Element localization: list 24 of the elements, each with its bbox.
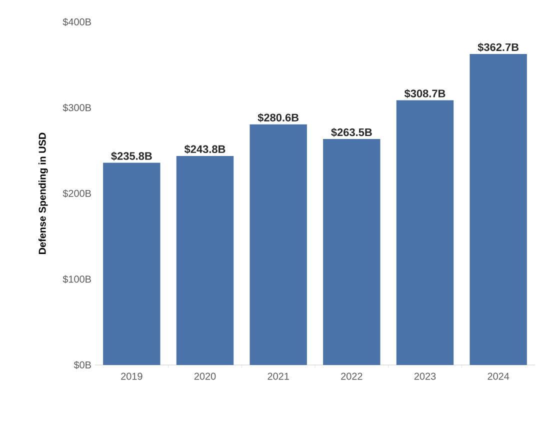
x-tick-label: 2020 (194, 372, 216, 380)
bar (323, 139, 380, 365)
x-tick-label: 2019 (121, 372, 142, 380)
data-label: $362.7B (478, 42, 519, 52)
y-tick-label: $100B (62, 275, 91, 284)
data-label: $235.8B (111, 152, 152, 161)
data-label: $308.7B (404, 89, 446, 98)
bar (176, 156, 234, 365)
y-axis-title: Defense Spending in USD (38, 132, 48, 254)
x-tick-label: 2022 (341, 372, 362, 380)
bar (250, 124, 307, 365)
y-tick-label: $200B (62, 189, 91, 198)
x-tick-label: 2023 (414, 372, 436, 380)
x-tick-label: 2024 (488, 372, 510, 380)
y-tick-label: $0B (74, 360, 91, 370)
y-tick-label: $400B (62, 18, 91, 26)
bar (103, 162, 160, 365)
bar (470, 54, 527, 365)
bar (396, 100, 454, 365)
x-tick-label: 2021 (268, 372, 289, 380)
data-label: $280.6B (258, 113, 299, 122)
y-tick-label: $300B (62, 104, 91, 112)
data-label: $243.8B (184, 144, 226, 154)
data-label: $263.5B (331, 128, 372, 137)
